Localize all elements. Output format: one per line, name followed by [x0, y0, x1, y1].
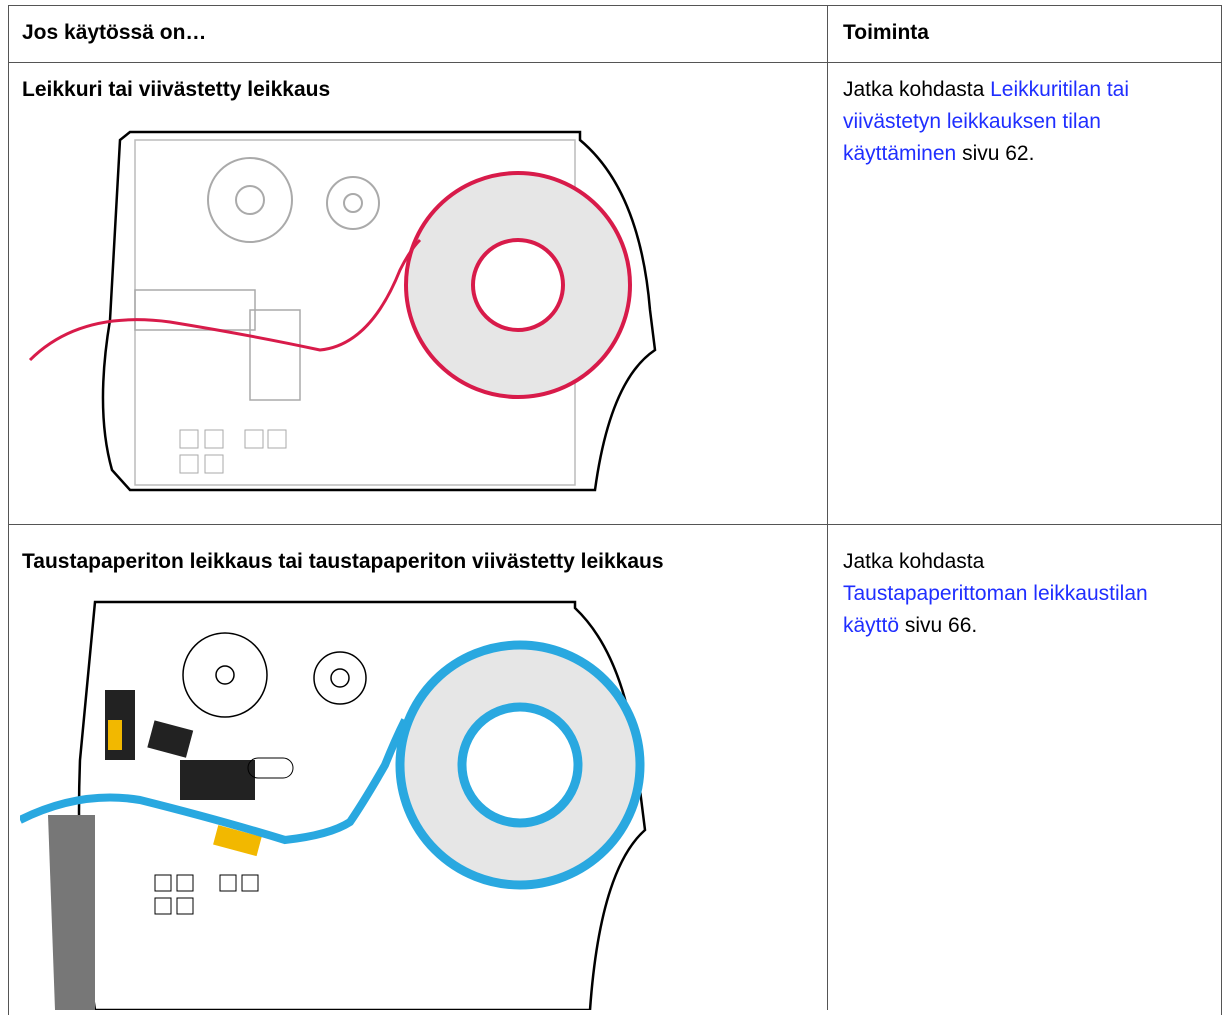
mode-label: Taustapaperiton leikkaus tai taustapaper… [22, 550, 664, 573]
printer-illustration [28, 130, 657, 492]
action-suffix: sivu 62. [962, 142, 1035, 165]
row-divider [8, 62, 1222, 63]
action-text: Jatka kohdasta Taustapaperittoman leikkau… [843, 546, 1203, 642]
row-divider [8, 524, 1222, 525]
mode-label: Leikkuri tai viivästetty leikkaus [22, 78, 331, 101]
action-suffix: sivu 66. [904, 614, 978, 637]
action-prefix: Jatka kohdasta [843, 550, 985, 573]
action-text: Jatka kohdasta Leikkuritilan tai viiväst… [843, 74, 1203, 170]
action-link[interactable]: Taustapaperittoman leikkaustilan käyttö [843, 582, 1148, 637]
table [8, 5, 1222, 1015]
header-cell: Toiminta [843, 21, 929, 44]
printer-illustration [20, 600, 647, 1010]
action-link[interactable]: Leikkuritilan tai viivästetyn leikkaukse… [843, 78, 1130, 165]
header-cell: Jos käytössä on… [22, 21, 207, 44]
action-prefix: Jatka kohdasta [843, 78, 985, 101]
column-divider [827, 5, 828, 1010]
